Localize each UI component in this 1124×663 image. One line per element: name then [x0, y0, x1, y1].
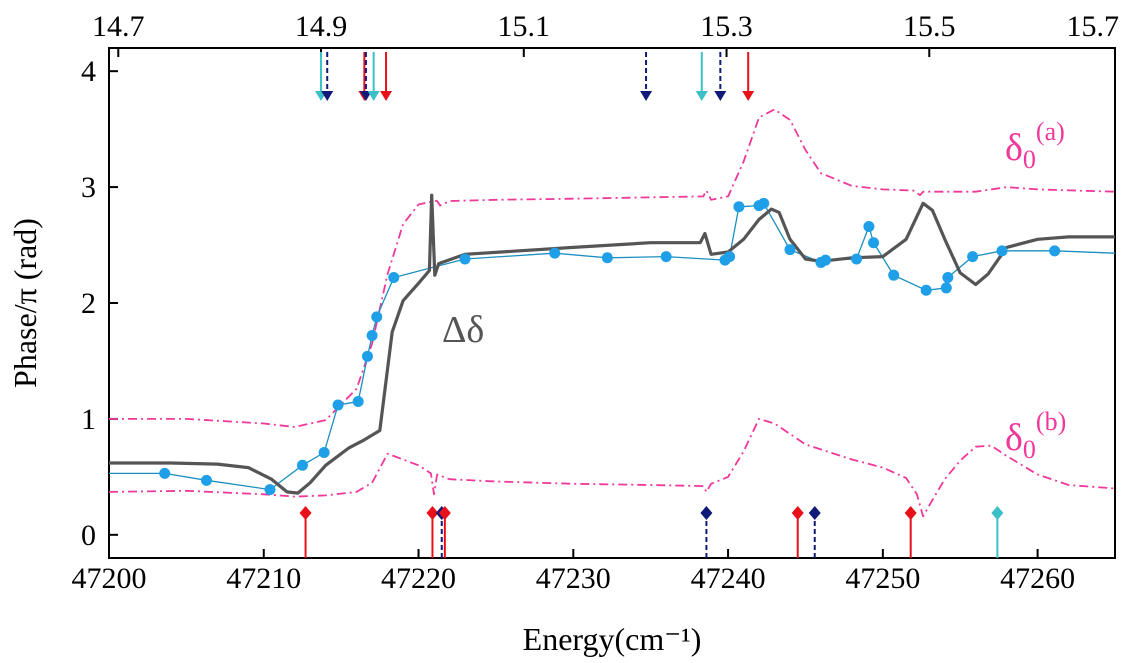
experimental-point — [940, 282, 952, 294]
experimental-point — [159, 467, 171, 479]
level-marker — [791, 506, 804, 558]
transition-arrow — [359, 52, 372, 101]
transition-arrow — [321, 52, 334, 101]
experimental-point — [996, 245, 1008, 257]
experimental-point — [459, 253, 471, 265]
experimental-point — [888, 269, 900, 281]
transition-arrow — [695, 52, 708, 101]
x-tick-label: 47220 — [381, 562, 456, 595]
calculated-curve — [109, 193, 1115, 495]
experimental-point — [264, 484, 276, 496]
y-axis-title: Phase/π (rad) — [7, 218, 43, 388]
transition-arrow — [640, 52, 653, 101]
experimental-point — [361, 350, 373, 362]
delta0-b-base: δ — [1005, 417, 1023, 459]
experimental-point — [318, 447, 330, 459]
transition-arrow — [742, 52, 755, 101]
top-tick-label: 14.9 — [295, 10, 348, 43]
experimental-point — [942, 272, 954, 283]
delta0-a-sub: 0 — [1023, 145, 1036, 174]
x-tick-label: 47210 — [226, 562, 301, 595]
y-tick-label: 0 — [81, 519, 96, 552]
experimental-point — [758, 197, 770, 209]
delta0-a-label: δ0(a) — [1005, 117, 1065, 174]
experimental-point — [724, 251, 736, 263]
delta0-b-sub: 0 — [1023, 435, 1036, 464]
level-marker — [700, 506, 713, 558]
top-tick-label: 14.7 — [92, 10, 145, 43]
experimental-point — [371, 311, 383, 323]
experimental-point — [549, 247, 561, 259]
experimental-point — [868, 237, 880, 249]
experimental-point — [201, 474, 213, 486]
top-tick-label: 15.7 — [1067, 10, 1120, 43]
transition-arrow — [367, 52, 380, 101]
experimental-point — [660, 251, 672, 263]
x-tick-label: 47200 — [72, 562, 147, 595]
x-axis-title: Energy(cm⁻¹) — [523, 621, 702, 657]
level-marker — [426, 506, 439, 558]
experimental-point — [388, 272, 400, 283]
y-tick-label: 4 — [81, 55, 96, 88]
experimental-point — [1049, 245, 1061, 257]
delta0-b-label: δ0(b) — [1005, 407, 1066, 464]
y-tick-label: 1 — [81, 403, 96, 436]
experimental-point — [967, 251, 979, 263]
top-tick-label: 15.3 — [700, 10, 753, 43]
transition-arrow — [380, 52, 393, 101]
experimental-point — [366, 329, 378, 341]
experimental-point — [601, 252, 613, 264]
delta0-b-sup: (b) — [1036, 407, 1066, 436]
level-marker — [438, 506, 451, 558]
delta0-a-base: δ — [1005, 127, 1023, 169]
transition-arrow — [714, 52, 727, 101]
experimental-point — [863, 221, 875, 232]
delta0-a-sup: (a) — [1036, 117, 1065, 146]
experimental-point — [920, 284, 932, 296]
level-marker — [299, 506, 312, 558]
experimental-point — [820, 254, 832, 266]
experimental-point — [352, 396, 364, 408]
delta0-b-curve — [109, 417, 1115, 518]
experimental-point — [733, 201, 745, 213]
delta-delta-label: Δδ — [442, 309, 484, 351]
experimental-point — [332, 399, 344, 411]
x-tick-label: 47240 — [691, 562, 766, 595]
top-tick-label: 15.1 — [498, 10, 551, 43]
level-marker — [991, 506, 1004, 558]
x-tick-label: 47250 — [845, 562, 920, 595]
experimental-point — [851, 253, 863, 265]
y-tick-label: 2 — [81, 287, 96, 320]
level-marker — [904, 506, 917, 558]
delta0-a-curve — [109, 108, 1115, 428]
x-tick-label: 47230 — [536, 562, 611, 595]
experimental-point — [296, 459, 308, 471]
top-tick-label: 15.5 — [903, 10, 956, 43]
y-tick-label: 3 — [81, 171, 96, 204]
level-marker — [808, 506, 821, 558]
x-tick-label: 47260 — [1000, 562, 1075, 595]
experimental-point — [784, 244, 796, 256]
plot-frame — [108, 47, 1116, 559]
